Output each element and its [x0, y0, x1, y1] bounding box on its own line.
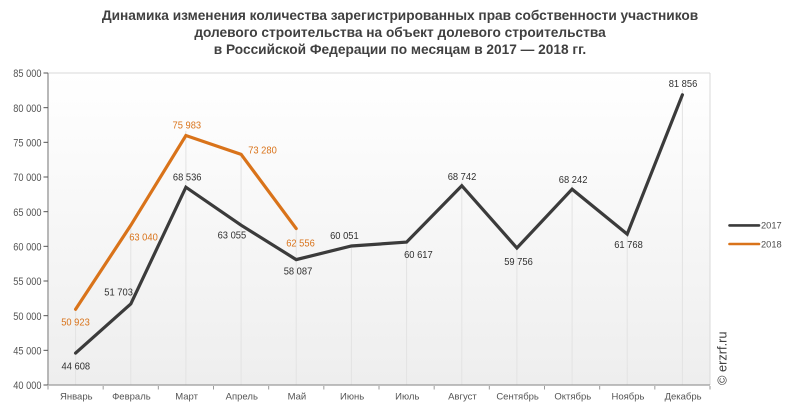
svg-text:70 000: 70 000: [13, 172, 41, 184]
svg-text:50 000: 50 000: [13, 311, 41, 323]
svg-text:44 608: 44 608: [62, 361, 91, 373]
svg-text:Ноябрь: Ноябрь: [612, 391, 645, 402]
svg-text:61 768: 61 768: [614, 239, 643, 251]
svg-text:50 923: 50 923: [61, 317, 90, 329]
svg-text:68 742: 68 742: [448, 171, 477, 183]
svg-text:62 556: 62 556: [286, 238, 315, 250]
svg-text:60 000: 60 000: [13, 242, 41, 254]
svg-text:Июнь: Июнь: [340, 391, 364, 402]
svg-text:68 242: 68 242: [559, 174, 588, 186]
svg-text:2018: 2018: [761, 239, 782, 249]
svg-text:2017: 2017: [761, 221, 782, 231]
svg-text:© erzrf.ru: © erzrf.ru: [715, 331, 730, 385]
svg-text:51 703: 51 703: [104, 286, 133, 298]
svg-text:Август: Август: [448, 391, 477, 402]
svg-text:Март: Март: [175, 391, 198, 402]
svg-text:Декабрь: Декабрь: [665, 391, 702, 402]
svg-text:60 051: 60 051: [330, 230, 359, 242]
svg-text:Апрель: Апрель: [226, 391, 258, 402]
svg-text:55 000: 55 000: [13, 276, 41, 288]
svg-text:75 983: 75 983: [173, 120, 202, 132]
svg-text:Февраль: Февраль: [112, 391, 151, 402]
svg-text:65 000: 65 000: [13, 207, 41, 219]
svg-text:63 055: 63 055: [218, 229, 247, 241]
svg-text:68 536: 68 536: [173, 171, 202, 183]
svg-text:75 000: 75 000: [13, 138, 41, 150]
svg-text:60 617: 60 617: [404, 249, 433, 261]
svg-text:73 280: 73 280: [248, 145, 277, 157]
svg-text:40 000: 40 000: [13, 380, 41, 392]
svg-text:Июль: Июль: [395, 391, 419, 402]
svg-text:81 856: 81 856: [669, 78, 698, 90]
svg-text:Май: Май: [288, 391, 307, 402]
svg-text:85 000: 85 000: [13, 68, 41, 80]
svg-text:59 756: 59 756: [504, 256, 533, 268]
svg-text:63 040: 63 040: [129, 231, 158, 243]
svg-text:Сентябрь: Сентябрь: [496, 391, 539, 402]
svg-text:80 000: 80 000: [13, 103, 41, 115]
svg-text:Октябрь: Октябрь: [554, 391, 591, 402]
svg-text:Январь: Январь: [60, 391, 93, 402]
svg-text:45 000: 45 000: [13, 346, 41, 358]
svg-text:58 087: 58 087: [284, 266, 313, 278]
